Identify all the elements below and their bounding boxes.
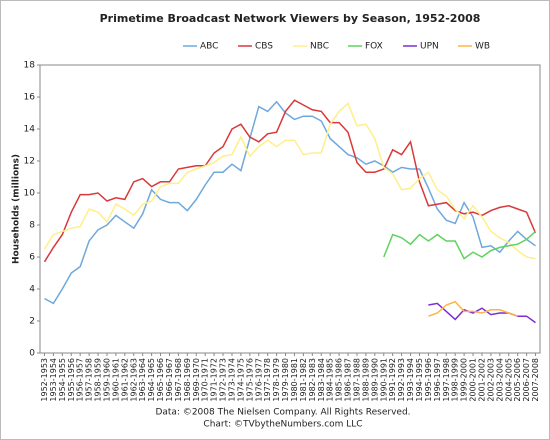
x-tick-label: 1961-1962 — [120, 358, 129, 402]
x-tick-label: 1970-1971 — [201, 358, 210, 402]
x-tick-label: 1989-1990 — [370, 358, 379, 402]
x-tick-label: 1974-1975 — [236, 358, 245, 402]
legend-label: FOX — [365, 42, 383, 52]
plot-area — [39, 64, 541, 354]
chart-title: Primetime Broadcast Network Viewers by S… — [100, 12, 481, 25]
x-tick-label: 1952-1953 — [40, 358, 49, 402]
credit-note: Chart: ©TVbytheNumbers.com LLC — [203, 420, 362, 430]
x-tick-label: 2002-2003 — [486, 358, 495, 402]
x-tick-label: 1973-1974 — [227, 358, 236, 402]
series-line — [43, 99, 537, 263]
x-tick-label: 1978-1979 — [272, 358, 281, 402]
series-line — [44, 100, 536, 305]
x-tick-label: 1997-1998 — [442, 358, 451, 402]
y-tick-label: 14 — [24, 125, 36, 135]
x-tick-label: 1967-1968 — [174, 358, 183, 402]
y-tick-label: 16 — [24, 93, 36, 103]
x-tick-label: 2003-2004 — [495, 358, 504, 402]
legend-label: ABC — [200, 42, 218, 52]
y-tick-label: 8 — [29, 221, 35, 231]
y-tick-label: 10 — [24, 189, 36, 199]
x-tick-label: 1975-1976 — [245, 358, 254, 402]
x-tick-label: 1955-1956 — [67, 358, 76, 402]
y-tick-label: 12 — [24, 157, 35, 167]
x-tick-label: 1988-1989 — [361, 358, 370, 402]
y-tick-label: 18 — [24, 61, 36, 71]
x-tick-label: 1984-1985 — [326, 358, 335, 402]
x-tick-label: 1957-1958 — [85, 358, 94, 402]
series-line — [383, 230, 537, 260]
x-tick-label: 1966-1967 — [165, 358, 174, 402]
series-line — [428, 300, 518, 317]
x-tick-label: 1982-1983 — [308, 358, 317, 402]
x-tick-label: 1987-1988 — [352, 358, 361, 402]
x-tick-label: 1986-1987 — [344, 358, 353, 402]
x-tick-label: 1965-1966 — [156, 358, 165, 402]
x-tick-label: 1959-1960 — [102, 358, 111, 402]
x-tick-label: 1968-1969 — [183, 358, 192, 402]
x-tick-label: 1994-1995 — [415, 358, 424, 402]
x-tick-label: 1960-1961 — [111, 358, 120, 402]
x-tick-label: 1969-1970 — [192, 358, 201, 402]
x-tick-label: 1993-1994 — [406, 358, 415, 402]
x-tick-label: 1998-1999 — [451, 358, 460, 402]
x-tick-label: 1990-1991 — [379, 358, 388, 402]
x-tick-label: 2000-2001 — [469, 358, 478, 402]
y-axis-label: Households (millions) — [12, 154, 22, 264]
x-tick-label: 1971-1972 — [210, 358, 219, 402]
x-tick-label: 1964-1965 — [147, 358, 156, 402]
y-tick-label: 0 — [29, 349, 35, 359]
x-tick-label: 1983-1984 — [317, 358, 326, 402]
legend-label: WB — [475, 42, 490, 52]
x-tick-label: 1954-1955 — [58, 358, 67, 402]
y-tick-label: 2 — [29, 317, 35, 327]
x-tick-label: 1996-1997 — [433, 358, 442, 402]
x-tick-label: 1985-1986 — [335, 358, 344, 402]
x-tick-label: 2005-2006 — [513, 358, 522, 402]
legend-label: UPN — [420, 42, 439, 52]
x-tick-label: 1958-1959 — [94, 358, 103, 402]
series-line — [43, 102, 536, 260]
x-tick-label: 1979-1980 — [281, 358, 290, 402]
x-tick-label: 1956-1957 — [76, 358, 85, 402]
x-tick-label: 1995-1996 — [424, 358, 433, 402]
x-tick-label: 1992-1993 — [397, 358, 406, 402]
x-tick-label: 1953-1954 — [49, 358, 58, 402]
x-tick-label: 1963-1964 — [138, 358, 147, 402]
x-tick-label: 1976-1977 — [254, 358, 263, 402]
x-tick-label: 1981-1982 — [299, 358, 308, 402]
x-tick-label: 1977-1978 — [263, 358, 272, 402]
x-tick-label: 2007-2008 — [531, 358, 540, 402]
x-tick-label: 2001-2002 — [477, 358, 486, 402]
x-tick-label: 1962-1963 — [129, 358, 138, 402]
x-tick-label: 1991-1992 — [388, 358, 397, 402]
legend-label: NBC — [310, 42, 329, 52]
x-tick-label: 2006-2007 — [522, 358, 531, 402]
source-note: Data: ©2008 The Nielsen Company. All Rig… — [155, 408, 410, 418]
y-tick-label: 6 — [29, 253, 35, 263]
x-tick-label: 2004-2005 — [504, 358, 513, 402]
legend-label: CBS — [255, 42, 273, 52]
x-tick-label: 1972-1973 — [219, 358, 228, 402]
x-tick-label: 1999-2000 — [460, 358, 469, 402]
y-tick-label: 4 — [29, 285, 35, 295]
x-tick-label: 1980-1981 — [290, 358, 299, 402]
